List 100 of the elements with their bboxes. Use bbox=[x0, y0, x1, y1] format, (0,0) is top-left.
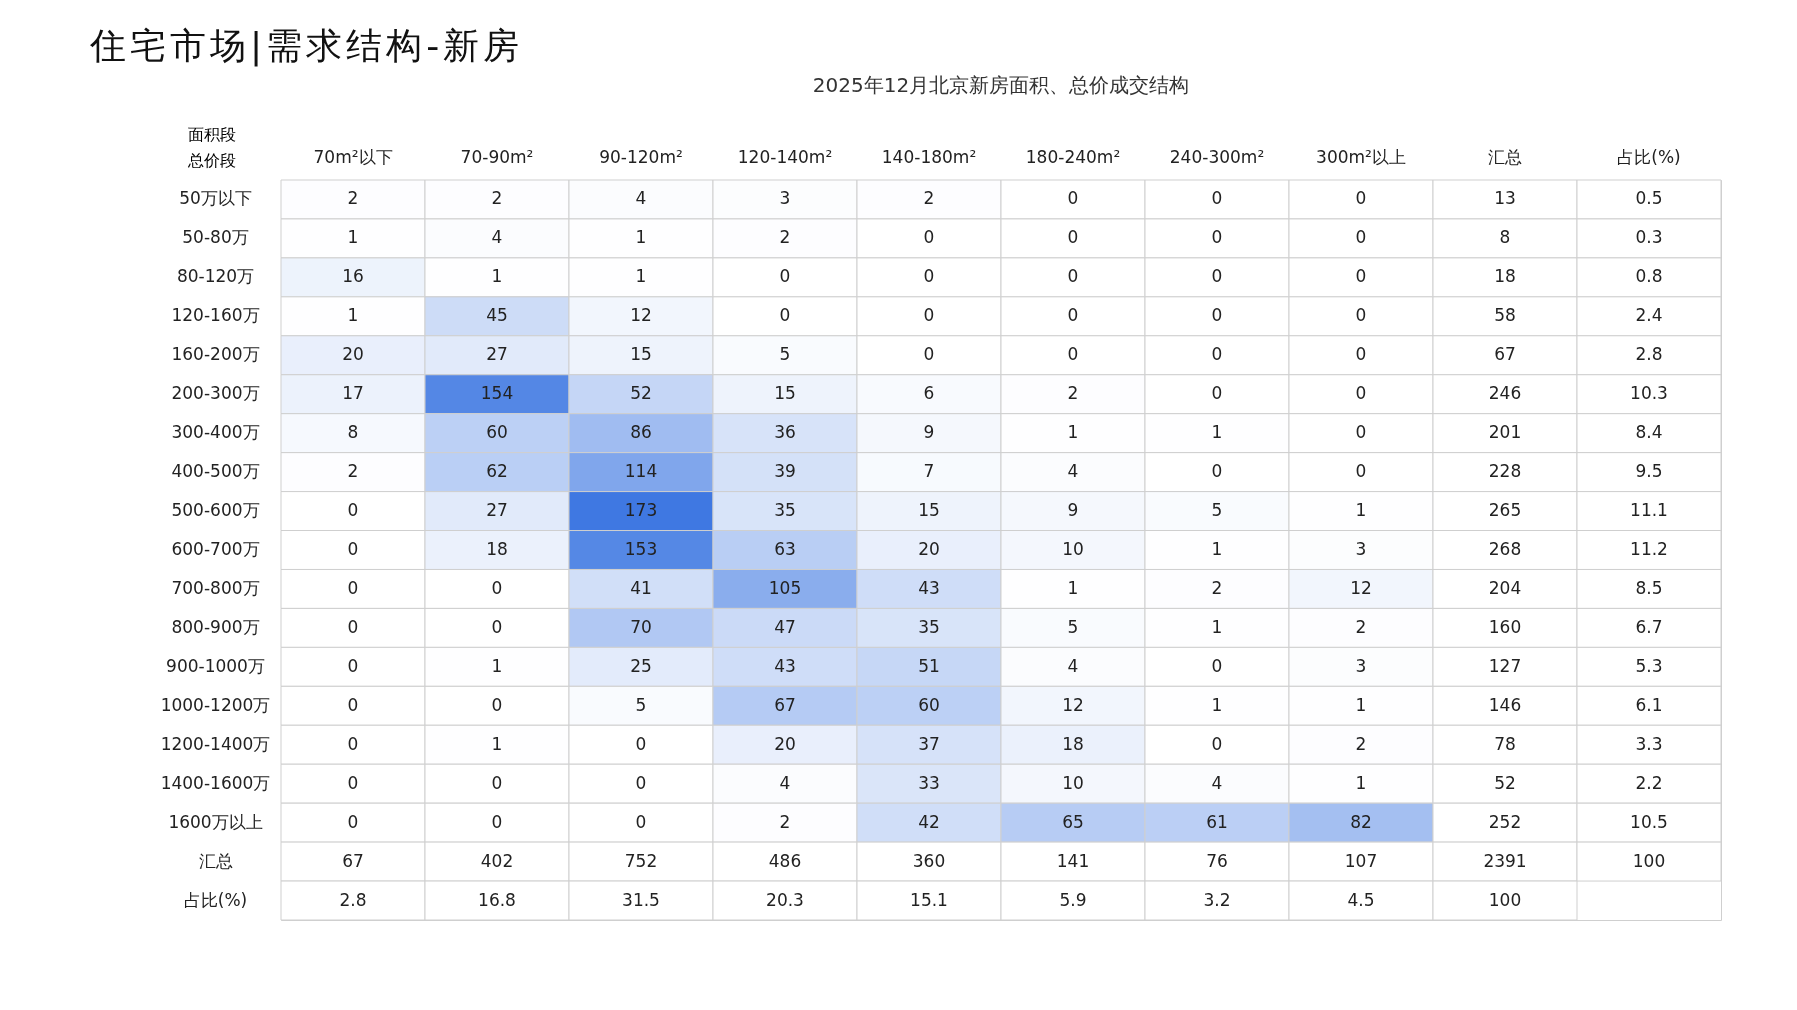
x-tick-label: 70m²以下 bbox=[313, 146, 393, 167]
data-label: 45 bbox=[486, 305, 508, 326]
data-label: 173 bbox=[624, 500, 658, 521]
data-label: 0 bbox=[1211, 266, 1223, 287]
data-label: 20 bbox=[342, 344, 364, 365]
data-label: 18 bbox=[1062, 733, 1084, 754]
y-tick-label: 160-200万 bbox=[171, 344, 260, 365]
data-label: 4 bbox=[635, 188, 647, 209]
data-label: 105 bbox=[768, 577, 802, 598]
data-label: 0 bbox=[491, 772, 503, 793]
data-label: 2.4 bbox=[1635, 305, 1663, 326]
data-label: 0 bbox=[923, 227, 935, 248]
data-label: 2 bbox=[347, 461, 359, 482]
data-label: 0 bbox=[1355, 305, 1367, 326]
data-label: 100 bbox=[1488, 889, 1522, 910]
data-label: 8.5 bbox=[1635, 577, 1663, 598]
data-label: 27 bbox=[486, 500, 508, 521]
data-label: 204 bbox=[1488, 577, 1522, 598]
data-label: 1 bbox=[347, 305, 359, 326]
data-label: 0 bbox=[1211, 188, 1223, 209]
data-label: 67 bbox=[342, 850, 364, 871]
data-label: 1 bbox=[1211, 694, 1223, 715]
data-label: 1 bbox=[1355, 500, 1367, 521]
y-tick-label: 汇总 bbox=[198, 850, 233, 871]
data-label: 201 bbox=[1488, 422, 1522, 443]
data-label: 0 bbox=[1067, 305, 1079, 326]
data-label: 65 bbox=[1062, 811, 1084, 832]
data-label: 0 bbox=[635, 811, 647, 832]
data-label: 0 bbox=[1355, 383, 1367, 404]
data-label: 1 bbox=[1211, 422, 1223, 443]
data-label: 0 bbox=[1067, 344, 1079, 365]
data-label: 228 bbox=[1488, 461, 1522, 482]
data-label: 2 bbox=[1211, 577, 1223, 598]
data-label: 1 bbox=[491, 266, 503, 287]
data-label: 11.2 bbox=[1630, 539, 1668, 559]
data-label: 0 bbox=[347, 694, 359, 715]
data-label: 0 bbox=[1355, 461, 1367, 482]
data-label: 2 bbox=[1355, 616, 1367, 637]
data-label: 0 bbox=[779, 305, 791, 326]
y-tick-label: 占比(%) bbox=[183, 889, 248, 910]
data-label: 0 bbox=[923, 305, 935, 326]
y-tick-label: 1200-1400万 bbox=[160, 733, 271, 754]
data-label: 4 bbox=[491, 227, 503, 248]
x-tick-label: 90-120m² bbox=[599, 146, 683, 167]
data-label: 0 bbox=[347, 500, 359, 521]
y-tick-label: 200-300万 bbox=[171, 383, 260, 404]
y-tick-label: 1000-1200万 bbox=[160, 694, 271, 715]
data-label: 0 bbox=[635, 733, 647, 754]
data-label: 1 bbox=[1355, 772, 1367, 793]
data-label: 10.5 bbox=[1630, 811, 1668, 832]
data-label: 0 bbox=[635, 772, 647, 793]
data-label: 12 bbox=[1062, 694, 1084, 715]
data-label: 8 bbox=[1499, 227, 1511, 248]
data-label: 15 bbox=[630, 344, 652, 365]
data-label: 1 bbox=[347, 227, 359, 248]
data-label: 0 bbox=[491, 694, 503, 715]
data-label: 37 bbox=[918, 733, 940, 754]
data-label: 15.1 bbox=[910, 889, 948, 910]
data-label: 0 bbox=[1067, 266, 1079, 287]
data-label: 265 bbox=[1488, 500, 1522, 521]
data-label: 9.5 bbox=[1635, 461, 1663, 482]
data-label: 3 bbox=[779, 188, 791, 209]
data-label: 0.3 bbox=[1635, 227, 1663, 248]
data-label: 0 bbox=[923, 344, 935, 365]
data-label: 4 bbox=[1211, 772, 1223, 793]
data-label: 2 bbox=[491, 188, 503, 209]
y-tick-label: 600-700万 bbox=[171, 539, 260, 559]
data-label: 486 bbox=[768, 850, 802, 871]
data-label: 13 bbox=[1494, 188, 1516, 209]
data-label: 0.5 bbox=[1635, 188, 1663, 209]
data-label: 0 bbox=[1355, 422, 1367, 443]
data-label: 1 bbox=[1067, 577, 1079, 598]
data-label: 2.8 bbox=[339, 889, 367, 910]
data-label: 141 bbox=[1056, 850, 1090, 871]
data-label: 4.5 bbox=[1347, 889, 1375, 910]
data-label: 0 bbox=[1211, 461, 1223, 482]
y-tick-label: 800-900万 bbox=[171, 616, 260, 637]
data-label: 43 bbox=[918, 577, 940, 598]
data-label: 0 bbox=[1211, 655, 1223, 676]
data-label: 146 bbox=[1488, 694, 1522, 715]
data-label: 5 bbox=[1067, 616, 1079, 637]
data-label: 0 bbox=[1211, 733, 1223, 754]
data-label: 0 bbox=[491, 811, 503, 832]
data-label: 60 bbox=[486, 422, 508, 443]
x-tick-label: 120-140m² bbox=[737, 146, 833, 167]
y-tick-label: 50-80万 bbox=[182, 227, 249, 248]
y-tick-label: 80-120万 bbox=[176, 266, 255, 287]
data-label: 2.8 bbox=[1635, 344, 1663, 365]
data-label: 43 bbox=[774, 655, 796, 676]
data-label: 6.7 bbox=[1635, 616, 1663, 637]
data-label: 62 bbox=[486, 461, 508, 482]
data-label: 2 bbox=[923, 188, 935, 209]
data-label: 18 bbox=[486, 539, 508, 559]
data-label: 15 bbox=[918, 500, 940, 521]
data-label: 0 bbox=[779, 266, 791, 287]
x-axis-title: 面积段 bbox=[187, 124, 236, 144]
x-tick-label: 180-240m² bbox=[1025, 146, 1121, 167]
data-label: 0 bbox=[1355, 344, 1367, 365]
y-tick-label: 700-800万 bbox=[171, 577, 260, 598]
data-label: 9 bbox=[923, 422, 935, 443]
